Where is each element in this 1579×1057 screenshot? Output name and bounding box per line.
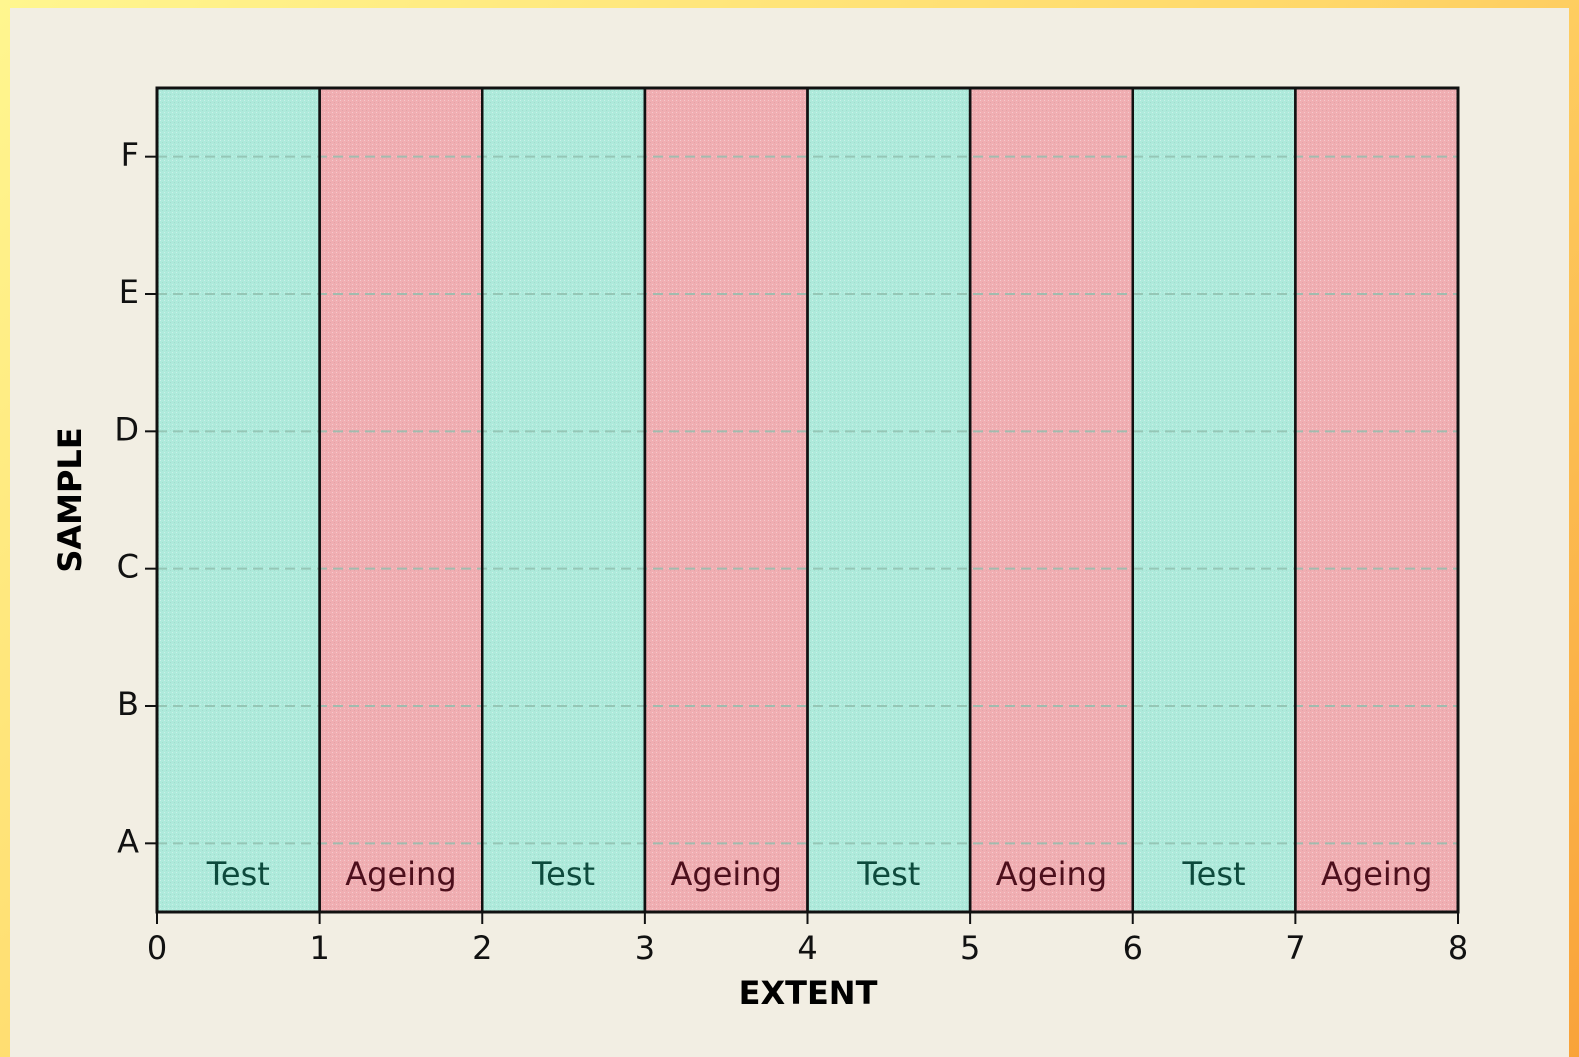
x-tick-label: 2 [472, 929, 492, 967]
y-tick-label: B [117, 685, 139, 723]
span-texture [157, 88, 320, 912]
span-texture [319, 88, 483, 912]
x-tick-label: 3 [635, 929, 655, 967]
span-label: Ageing [345, 855, 456, 893]
span-label: Test [206, 855, 270, 893]
y-tick-label: A [117, 822, 139, 860]
span-texture [482, 88, 645, 912]
x-axis-label: EXTENT [739, 974, 878, 1012]
x-tick-label: 4 [797, 929, 817, 967]
x-tick-label: 1 [309, 929, 329, 967]
span-texture [1295, 88, 1458, 912]
span-texture [807, 88, 971, 912]
x-tick-label: 5 [960, 929, 980, 967]
x-tick-label: 0 [147, 929, 167, 967]
y-axis-label: SAMPLE [51, 427, 89, 572]
y-tick-label: E [119, 273, 139, 311]
span-texture [1132, 88, 1296, 912]
y-tick-label: C [117, 548, 139, 586]
span-label: Ageing [671, 855, 782, 893]
x-tick-label: 8 [1448, 929, 1468, 967]
span-texture [970, 88, 1133, 912]
span-label: Test [856, 855, 920, 893]
x-tick-label: 6 [1123, 929, 1143, 967]
span-label: Ageing [996, 855, 1107, 893]
span-label: Test [1182, 855, 1246, 893]
span-texture [644, 88, 808, 912]
y-tick-label: D [114, 410, 139, 448]
span-label: Ageing [1321, 855, 1432, 893]
y-tick-label: F [121, 136, 139, 174]
span-label: Test [531, 855, 595, 893]
x-tick-label: 7 [1285, 929, 1305, 967]
